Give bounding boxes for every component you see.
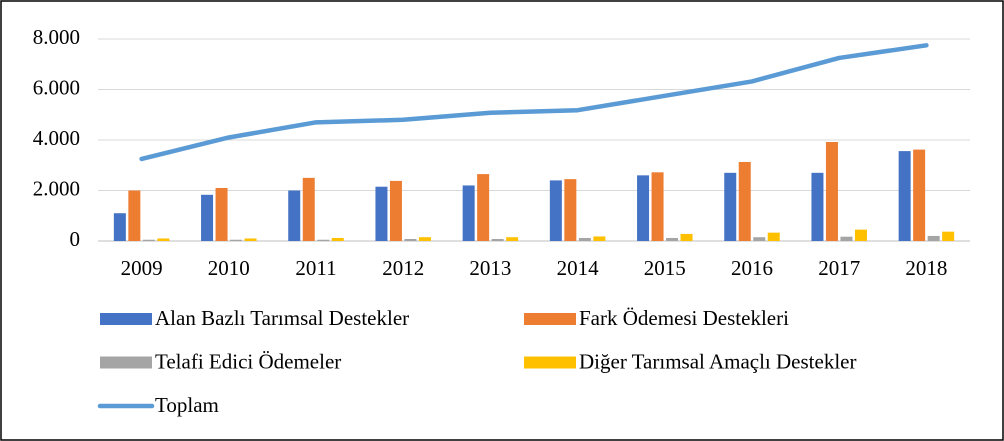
bar xyxy=(230,239,243,241)
bar xyxy=(651,172,664,241)
x-tick-label: 2016 xyxy=(731,256,773,280)
line xyxy=(139,43,929,162)
x-tick-label: 2017 xyxy=(818,256,860,280)
x-tick-label: 2015 xyxy=(644,256,686,280)
bar xyxy=(302,177,315,241)
legend-label: Diğer Tarımsal Amaçlı Destekler xyxy=(579,349,856,373)
bar xyxy=(811,172,824,241)
x-tick-label: 2014 xyxy=(557,256,600,280)
bar xyxy=(738,161,751,241)
bar xyxy=(942,231,955,241)
x-tick-label: 2010 xyxy=(208,256,250,280)
bar xyxy=(854,229,867,241)
bar xyxy=(201,194,214,241)
bar xyxy=(549,180,562,241)
bar xyxy=(564,179,577,241)
bar xyxy=(927,235,940,241)
bar xyxy=(767,232,780,241)
bar xyxy=(128,190,141,241)
bar xyxy=(753,237,766,241)
bar xyxy=(593,236,606,241)
bar xyxy=(331,237,344,241)
bar xyxy=(142,239,155,241)
bar xyxy=(418,237,431,241)
legend-label: Telafi Edici Ödemeler xyxy=(155,349,341,373)
bar xyxy=(491,238,504,241)
bar xyxy=(389,180,402,241)
x-tick-label: 2018 xyxy=(905,256,947,280)
bar xyxy=(840,236,853,241)
y-tick-label: 6.000 xyxy=(33,75,80,99)
bar xyxy=(898,151,911,241)
x-tick-label: 2012 xyxy=(382,256,424,280)
x-tick-label: 2009 xyxy=(121,256,163,280)
bar xyxy=(288,190,301,241)
bar xyxy=(244,238,257,241)
bar xyxy=(477,174,490,241)
y-tick-label: 2.000 xyxy=(33,176,80,200)
legend-label: Alan Bazlı Tarımsal Destekler xyxy=(155,306,409,330)
bar xyxy=(578,237,591,241)
bar xyxy=(666,237,679,241)
bar xyxy=(506,237,519,241)
bar xyxy=(157,238,170,241)
legend-swatch xyxy=(524,356,576,369)
bar xyxy=(375,186,388,241)
legend-swatch xyxy=(524,313,576,325)
legend-label: Toplam xyxy=(155,393,219,417)
y-tick-label: 8.000 xyxy=(33,25,80,49)
y-tick-label: 4.000 xyxy=(33,126,80,150)
bar xyxy=(913,149,926,241)
legend-swatch xyxy=(100,313,152,325)
bar xyxy=(680,233,693,241)
bar xyxy=(825,142,838,241)
y-tick-label: 0 xyxy=(70,227,81,251)
bar xyxy=(637,175,650,241)
bar xyxy=(113,213,126,241)
x-tick-label: 2011 xyxy=(295,256,336,280)
bar xyxy=(317,239,330,241)
legend-swatch xyxy=(100,356,152,369)
legend-label: Fark Ödemesi Destekleri xyxy=(579,306,789,330)
bar xyxy=(724,172,737,241)
bar xyxy=(215,187,228,241)
bar xyxy=(404,238,417,241)
x-tick-label: 2013 xyxy=(469,256,511,280)
bar xyxy=(462,185,475,241)
